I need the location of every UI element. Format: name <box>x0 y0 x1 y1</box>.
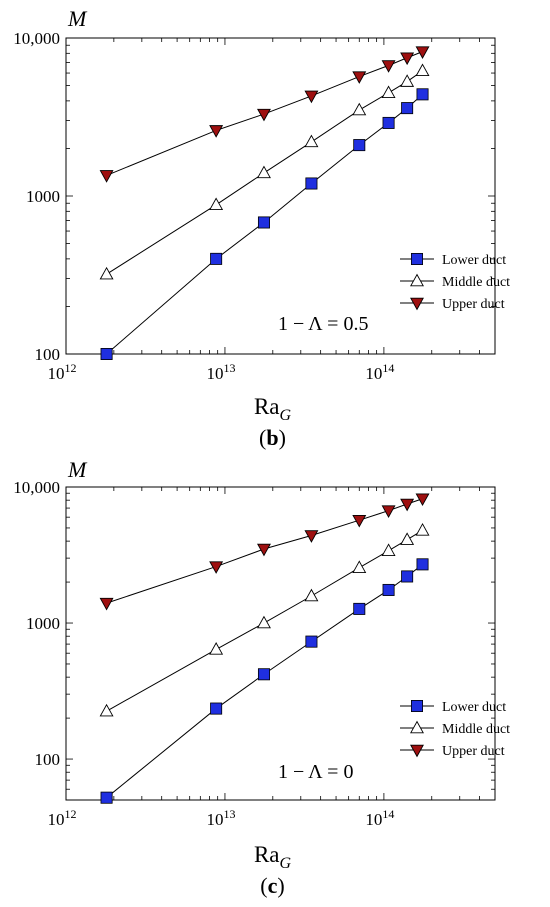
data-point-triangle-up <box>257 165 271 179</box>
data-point-square <box>257 216 270 229</box>
legend-marker-square <box>410 252 423 265</box>
legend-label: Upper duct <box>442 297 505 312</box>
data-point-triangle-down <box>400 498 415 512</box>
data-point-triangle-down <box>99 170 114 183</box>
data-point-square <box>210 252 223 265</box>
data-point-square <box>305 177 318 190</box>
data-point-triangle-down <box>381 60 396 73</box>
data-point-triangle-up <box>99 266 114 280</box>
x-tick-label: 1012 <box>48 807 77 829</box>
data-point-triangle-down <box>352 71 367 84</box>
data-point-triangle-up <box>415 63 430 77</box>
y-tick-label: 1000 <box>26 614 60 633</box>
data-point-triangle-down <box>257 108 271 122</box>
data-point-square <box>305 635 318 648</box>
x-tick-label: 1014 <box>365 361 394 383</box>
data-point-triangle-down <box>400 52 415 66</box>
panel-label: (c) <box>260 873 284 898</box>
data-point-triangle-down <box>381 505 396 518</box>
data-point-triangle-up <box>304 588 319 602</box>
legend-label: Middle duct <box>442 722 510 737</box>
y-tick-label: 10,000 <box>13 478 60 497</box>
y-tick-label: 1000 <box>26 187 60 206</box>
legend-marker-triangle-up <box>410 273 424 287</box>
data-point-triangle-up <box>381 543 396 556</box>
plot-frame <box>65 486 496 801</box>
data-point-triangle-up <box>352 102 367 116</box>
x-axis-label: RaG <box>254 842 292 872</box>
data-point-triangle-down <box>99 597 114 611</box>
data-point-triangle-down <box>209 125 224 138</box>
legend: Lower duct Middle duct Upper duct <box>400 252 510 312</box>
legend-marker-triangle-up <box>410 720 424 734</box>
data-point-triangle-down <box>304 530 319 543</box>
x-tick-label: 1013 <box>206 807 235 829</box>
data-point-square <box>257 668 270 681</box>
plot-frame <box>65 37 496 355</box>
data-point-triangle-up <box>99 703 114 717</box>
legend-marker-triangle-down <box>410 297 424 311</box>
data-point-square <box>401 102 414 115</box>
legend-label: Lower duct <box>442 253 506 268</box>
data-point-triangle-down <box>415 46 430 59</box>
annotation-text: 1 − Λ = 0 <box>278 761 353 783</box>
legend-marker-triangle-down <box>410 744 424 758</box>
panel-label: (b) <box>259 425 286 450</box>
legend-label: Middle duct <box>442 275 510 290</box>
chart-panel-c: 1012 1013 1014 100 1000 10,000 M RaG(c) 1 − Λ = … <box>13 457 510 898</box>
data-point-square <box>353 139 366 152</box>
x-axis-label: RaG <box>254 394 292 424</box>
data-point-triangle-down <box>415 493 430 507</box>
y-tick-label: 100 <box>35 750 61 769</box>
data-point-square <box>210 702 223 715</box>
data-point-triangle-up <box>400 74 415 87</box>
data-point-triangle-down <box>304 90 319 104</box>
data-point-square <box>382 116 395 129</box>
series-line-square <box>106 563 423 799</box>
data-point-triangle-up <box>304 134 319 148</box>
data-point-triangle-down <box>257 543 271 557</box>
data-point-square <box>100 791 113 804</box>
chart-panel-b: 1012 1013 1014 100 1000 10,000 M RaG(b) 1 − Λ = … <box>13 6 510 450</box>
y-tick-label: 10,000 <box>13 29 60 48</box>
data-point-triangle-up <box>415 523 430 536</box>
data-point-triangle-up <box>352 560 367 573</box>
data-point-square <box>100 347 113 360</box>
x-tick-label: 1012 <box>48 361 77 383</box>
data-point-square <box>401 570 414 583</box>
data-point-triangle-down <box>209 561 224 574</box>
data-point-triangle-up <box>257 615 271 629</box>
y-axis-label: M <box>67 457 88 482</box>
legend-label: Lower duct <box>442 700 506 715</box>
y-axis-label: M <box>67 6 88 31</box>
y-tick-label: 100 <box>35 345 61 364</box>
x-tick-label: 1013 <box>206 361 235 383</box>
legend-label: Upper duct <box>442 744 505 759</box>
data-point-square <box>416 558 429 571</box>
legend-marker-square <box>410 700 423 713</box>
data-point-square <box>416 88 429 101</box>
data-point-triangle-up <box>400 532 415 545</box>
data-point-triangle-up <box>209 197 224 211</box>
data-point-triangle-up <box>381 85 396 99</box>
legend: Lower duct Middle duct Upper duct <box>400 700 510 759</box>
data-point-triangle-up <box>209 642 224 655</box>
data-point-triangle-down <box>352 514 367 528</box>
data-point-square <box>382 583 395 596</box>
x-tick-label: 1014 <box>365 807 394 829</box>
annotation-text: 1 − Λ = 0.5 <box>278 313 368 335</box>
data-point-square <box>353 602 366 615</box>
